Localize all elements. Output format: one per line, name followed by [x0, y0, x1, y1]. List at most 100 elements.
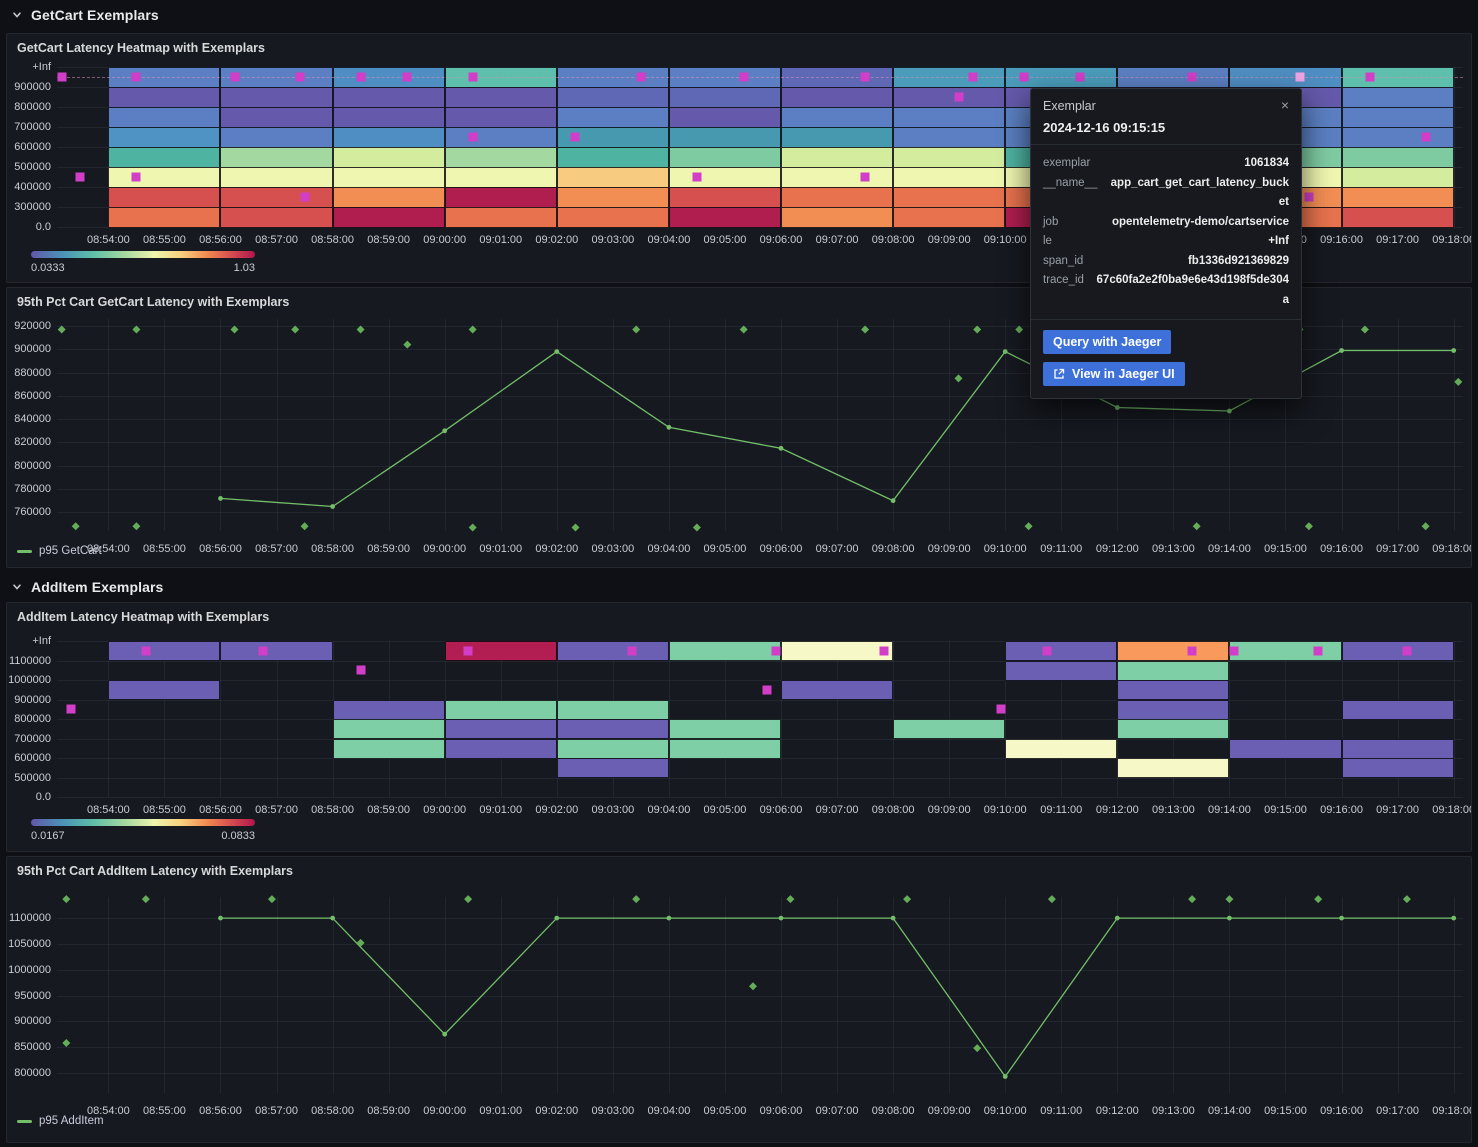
exemplar-marker[interactable] — [300, 192, 310, 202]
exemplar-diamond[interactable] — [571, 523, 580, 532]
series-point[interactable] — [1227, 915, 1232, 921]
exemplar-diamond[interactable] — [1304, 522, 1313, 531]
exemplar-marker[interactable] — [230, 72, 239, 82]
exemplar-diamond[interactable] — [57, 325, 66, 334]
exemplar-marker[interactable] — [468, 72, 478, 82]
exemplar-marker[interactable] — [968, 72, 978, 82]
exemplar-diamond[interactable] — [230, 325, 239, 334]
exemplar-marker[interactable] — [627, 646, 637, 656]
exemplar-diamond[interactable] — [62, 1039, 71, 1047]
exemplar-diamond[interactable] — [403, 340, 412, 349]
exemplar-diamond[interactable] — [356, 938, 365, 947]
series-point[interactable] — [1451, 348, 1457, 353]
view-in-jaeger-button[interactable]: View in Jaeger UI — [1043, 362, 1185, 386]
series-point[interactable] — [554, 349, 560, 354]
exemplar-marker[interactable] — [570, 132, 580, 142]
exemplar-marker[interactable] — [356, 665, 366, 675]
exemplar-diamond[interactable] — [632, 895, 641, 904]
series-point[interactable] — [1114, 405, 1120, 410]
legend[interactable]: p95 GetCart — [17, 545, 102, 557]
exemplar-diamond[interactable] — [468, 523, 477, 532]
exemplar-marker[interactable] — [402, 72, 412, 82]
exemplar-marker[interactable] — [57, 72, 67, 82]
exemplar-marker[interactable] — [1019, 72, 1029, 82]
exemplar-diamond[interactable] — [786, 895, 795, 904]
exemplar-diamond[interactable] — [71, 522, 80, 531]
section-header-additem[interactable]: AddItem Exemplars — [0, 572, 1478, 602]
exemplar-diamond[interactable] — [1047, 895, 1056, 904]
series-point[interactable] — [218, 496, 223, 501]
series-point[interactable] — [1114, 915, 1120, 921]
exemplar-marker[interactable] — [879, 646, 889, 656]
exemplar-marker[interactable] — [131, 72, 141, 82]
exemplar-diamond[interactable] — [356, 325, 365, 334]
series-point[interactable] — [1002, 349, 1008, 354]
query-with-jaeger-button[interactable]: Query with Jaeger — [1043, 330, 1172, 354]
series-point[interactable] — [890, 915, 896, 921]
exemplar-diamond[interactable] — [861, 325, 870, 334]
section-header-getcart[interactable]: GetCart Exemplars — [0, 0, 1478, 30]
exemplar-diamond[interactable] — [132, 325, 141, 334]
exemplar-diamond[interactable] — [468, 325, 477, 334]
exemplar-marker[interactable] — [771, 646, 781, 656]
exemplar-diamond[interactable] — [692, 523, 701, 532]
series-point[interactable] — [554, 915, 560, 921]
exemplar-diamond[interactable] — [1225, 895, 1234, 904]
exemplar-marker[interactable] — [468, 132, 478, 142]
exemplar-marker[interactable] — [1187, 646, 1197, 656]
exemplar-marker[interactable] — [1075, 72, 1085, 82]
exemplar-marker[interactable] — [75, 172, 85, 182]
exemplar-marker[interactable] — [1295, 72, 1304, 82]
series-point[interactable] — [1339, 348, 1344, 353]
exemplar-diamond[interactable] — [954, 374, 963, 383]
series-point[interactable] — [442, 428, 448, 434]
panel-title[interactable]: 95th Pct Cart AddItem Latency with Exemp… — [17, 864, 294, 878]
exemplar-marker[interactable] — [954, 92, 964, 102]
exemplar-marker[interactable] — [141, 646, 151, 656]
exemplar-marker[interactable] — [1402, 646, 1412, 656]
exemplar-marker[interactable] — [1421, 132, 1431, 142]
panel-title[interactable]: 95th Pct Cart GetCart Latency with Exemp… — [17, 295, 290, 309]
exemplar-marker[interactable] — [295, 72, 305, 82]
exemplar-marker[interactable] — [463, 646, 473, 656]
exemplar-diamond[interactable] — [749, 982, 757, 991]
close-icon[interactable]: × — [1280, 97, 1289, 113]
series-point[interactable] — [890, 498, 896, 504]
exemplar-diamond[interactable] — [1024, 522, 1033, 531]
exemplar-diamond[interactable] — [300, 522, 309, 531]
exemplar-marker[interactable] — [739, 72, 749, 82]
series-point[interactable] — [1227, 408, 1232, 414]
exemplar-marker[interactable] — [356, 72, 366, 82]
series-point[interactable] — [778, 915, 784, 921]
series-point[interactable] — [666, 915, 672, 921]
exemplar-diamond[interactable] — [1454, 377, 1463, 386]
series-point[interactable] — [666, 424, 672, 430]
exemplar-diamond[interactable] — [1192, 522, 1201, 531]
exemplar-diamond[interactable] — [632, 325, 641, 334]
exemplar-diamond[interactable] — [1402, 895, 1411, 904]
exemplar-diamond[interactable] — [973, 325, 982, 334]
exemplar-diamond[interactable] — [141, 895, 150, 904]
series-point[interactable] — [1451, 915, 1457, 921]
exemplar-diamond[interactable] — [132, 522, 141, 531]
exemplar-diamond[interactable] — [1188, 895, 1197, 904]
exemplar-marker[interactable] — [1187, 72, 1197, 82]
exemplar-marker[interactable] — [1042, 646, 1052, 656]
exemplar-marker[interactable] — [860, 72, 870, 82]
exemplar-diamond[interactable] — [1314, 895, 1323, 904]
series-point[interactable] — [1339, 915, 1344, 921]
series-point[interactable] — [330, 915, 335, 921]
exemplar-diamond[interactable] — [1015, 325, 1024, 334]
legend[interactable]: p95 AddItem — [17, 1115, 104, 1127]
exemplar-diamond[interactable] — [973, 1044, 982, 1053]
exemplar-diamond[interactable] — [267, 895, 276, 904]
series-point[interactable] — [442, 1031, 448, 1037]
series-point[interactable] — [330, 504, 335, 509]
exemplar-diamond[interactable] — [1360, 325, 1369, 334]
series-point[interactable] — [1002, 1074, 1008, 1079]
exemplar-marker[interactable] — [860, 172, 870, 182]
exemplar-diamond[interactable] — [739, 325, 748, 334]
exemplar-diamond[interactable] — [1421, 522, 1430, 531]
exemplar-diamond[interactable] — [464, 895, 473, 904]
exemplar-diamond[interactable] — [291, 325, 300, 334]
